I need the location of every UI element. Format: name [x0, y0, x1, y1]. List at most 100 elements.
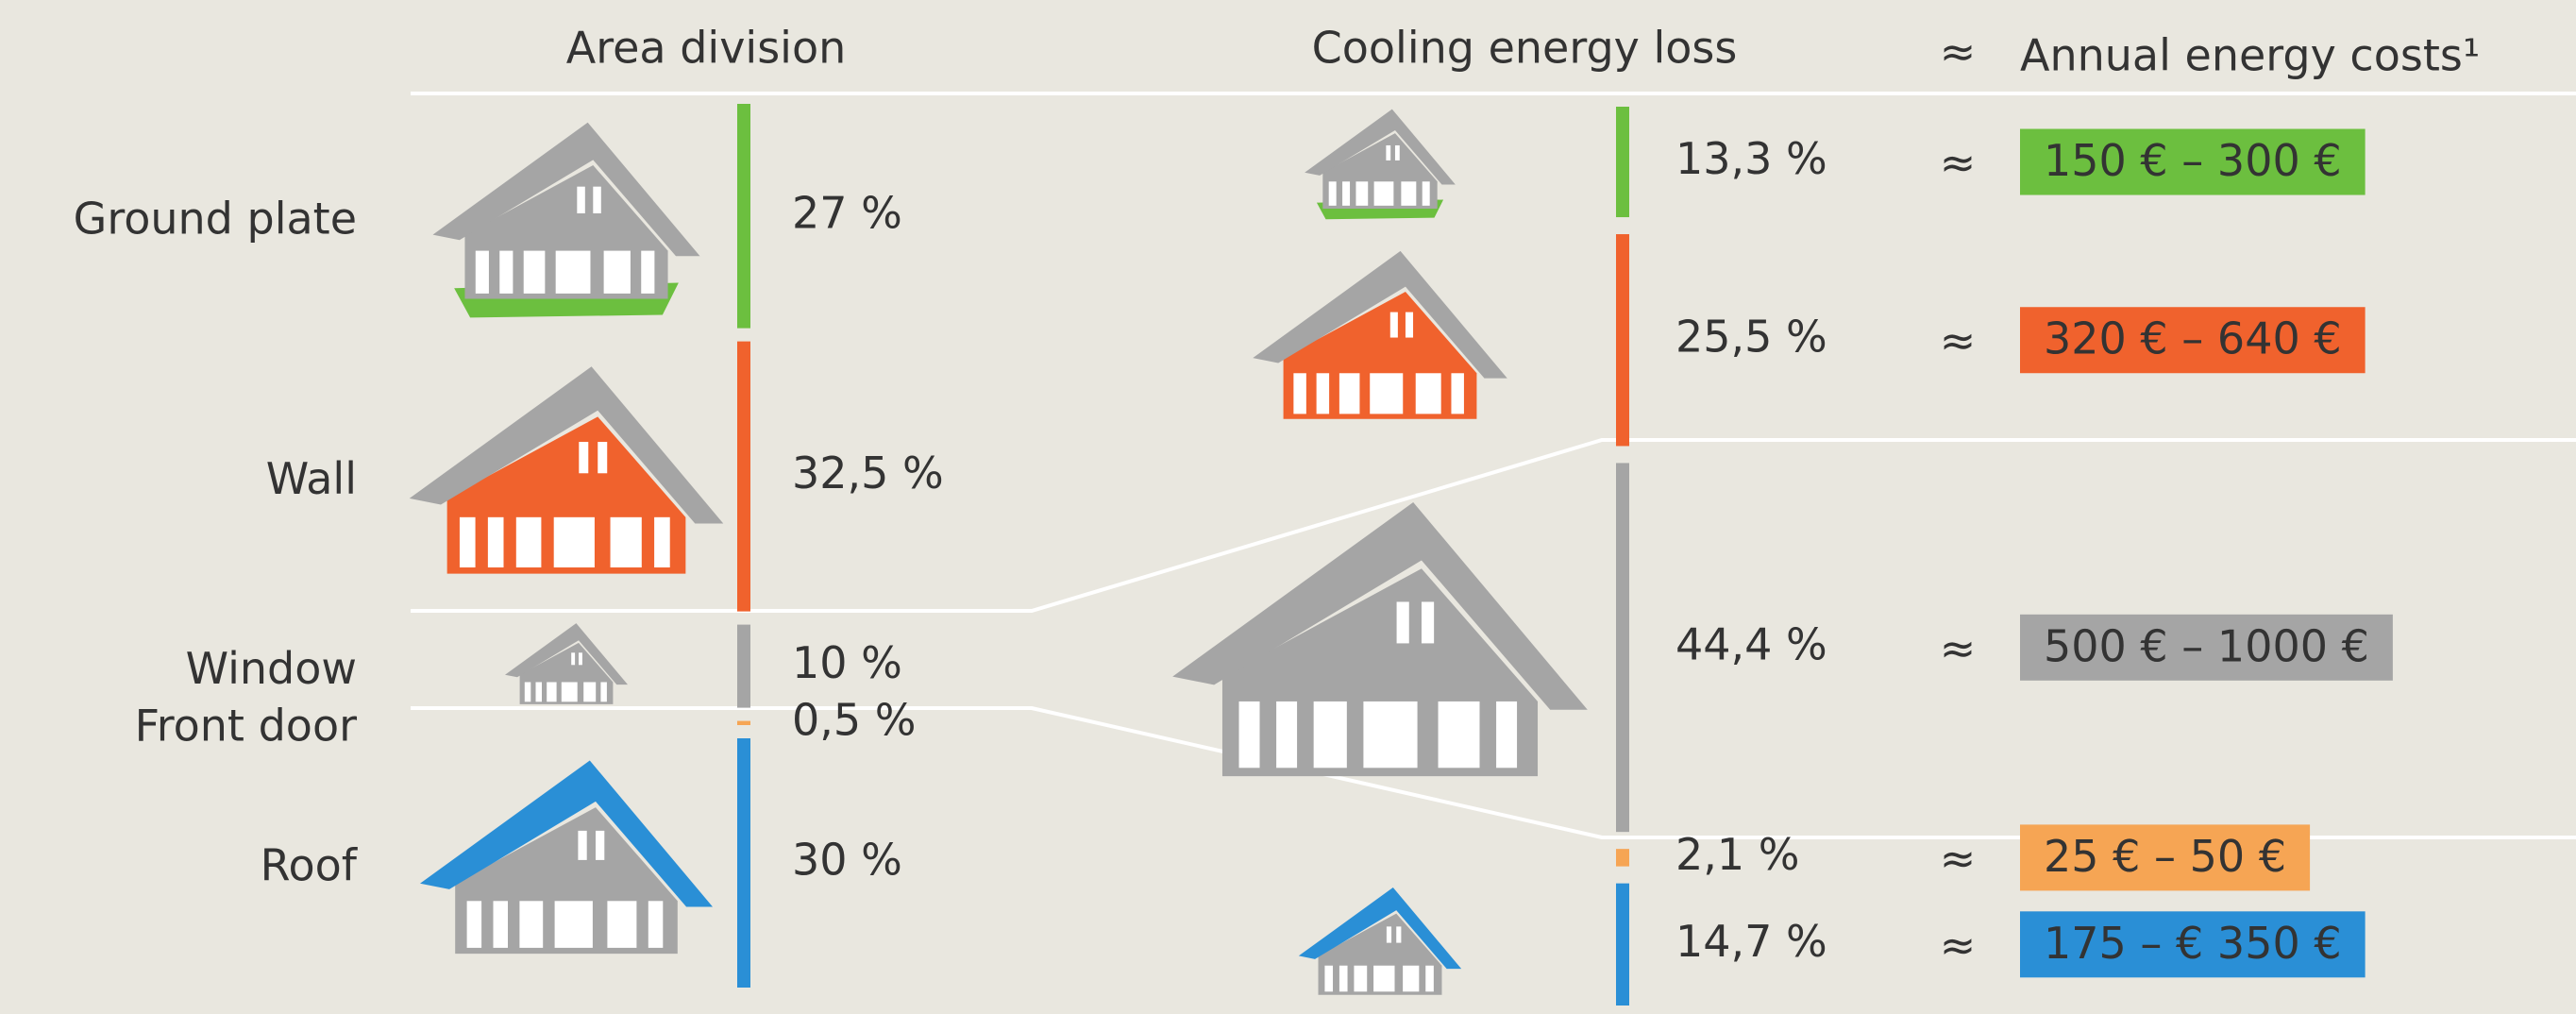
cost-label: 500 € – 1000 €: [2044, 620, 2369, 671]
house-window: [555, 901, 593, 948]
house-window: [598, 442, 607, 473]
house-window: [1314, 701, 1347, 768]
house-window: [494, 901, 509, 948]
house-window: [547, 683, 556, 702]
house-window: [1373, 966, 1394, 992]
loss-label: 25,5 %: [1675, 312, 1827, 363]
house-window: [519, 901, 543, 948]
house-window: [1387, 926, 1391, 942]
header-costs: Annual energy costs¹: [2020, 30, 2480, 81]
house-window: [1403, 966, 1419, 992]
house-window: [641, 251, 654, 294]
cost-label: 25 € – 50 €: [2044, 831, 2286, 882]
loss-label: 2,1 %: [1675, 829, 1800, 880]
approx-sign: ≈: [1940, 920, 1977, 971]
house-window: [577, 187, 584, 213]
house-window: [1354, 966, 1367, 992]
house-window: [611, 517, 642, 567]
loss-label: 14,7 %: [1675, 916, 1827, 967]
row-label: Roof: [261, 840, 359, 891]
house-window: [1396, 926, 1401, 942]
loss-bar: [1616, 234, 1629, 446]
house-window: [596, 831, 604, 860]
house-window: [1397, 601, 1409, 643]
house-window: [467, 901, 482, 948]
house-window: [1339, 966, 1348, 992]
row-label: Ground plate: [74, 193, 357, 244]
house-window: [476, 251, 489, 294]
house-window: [1395, 145, 1400, 161]
loss-label: 13,3 %: [1675, 133, 1827, 184]
house-window: [536, 683, 543, 702]
area-bar: [737, 721, 750, 725]
approx-sign: ≈: [1940, 137, 1977, 188]
header-loss: Cooling energy loss: [1312, 23, 1738, 74]
house-window: [1293, 373, 1305, 414]
loss-bar: [1616, 107, 1629, 217]
loss-bar: [1616, 849, 1629, 866]
house-window: [1276, 701, 1297, 768]
area-bar: [737, 738, 750, 988]
cost-label: 150 € – 300 €: [2044, 135, 2342, 186]
house-window: [571, 652, 575, 665]
cost-label: 320 € – 640 €: [2044, 313, 2342, 364]
house-window: [1329, 181, 1337, 206]
house-window: [579, 652, 582, 665]
area-label: 0,5 %: [792, 694, 917, 745]
area-bar: [737, 625, 750, 708]
house-window: [488, 517, 504, 567]
house-window: [1425, 966, 1434, 992]
house-window: [556, 251, 591, 294]
row-label: Front door: [135, 700, 357, 751]
house-window: [648, 901, 664, 948]
house-window: [1317, 373, 1329, 414]
house-window: [583, 683, 596, 702]
house-window: [1390, 313, 1398, 338]
row-label: Wall: [266, 453, 357, 504]
area-label: 10 %: [792, 637, 902, 688]
house-window: [1324, 966, 1333, 992]
house-window: [604, 251, 631, 294]
house-window: [1439, 701, 1480, 768]
house-window: [579, 442, 588, 473]
approx-sign: ≈: [1940, 315, 1977, 366]
area-bar: [737, 104, 750, 329]
house-window: [593, 187, 600, 213]
house-window: [1496, 701, 1517, 768]
house-window: [516, 517, 542, 567]
area-label: 27 %: [792, 187, 902, 238]
house-window: [607, 901, 636, 948]
row-label: Window: [186, 643, 357, 694]
house-window: [1339, 373, 1360, 414]
house-window: [554, 517, 595, 567]
house-window: [1422, 601, 1434, 643]
house-window: [525, 683, 531, 702]
house-window: [499, 251, 513, 294]
house-window: [600, 683, 607, 702]
house-window: [1386, 145, 1390, 161]
house-window: [1423, 181, 1430, 206]
loss-label: 44,4 %: [1675, 618, 1827, 669]
house-window: [460, 517, 476, 567]
house-window: [562, 683, 578, 702]
house-window: [1416, 373, 1441, 414]
area-label: 30 %: [792, 835, 902, 886]
house-window: [1239, 701, 1260, 768]
house-window: [1374, 181, 1394, 206]
area-bar: [737, 342, 750, 612]
approx-sign: ≈: [1940, 833, 1977, 884]
house-window: [524, 251, 546, 294]
house-window: [578, 831, 586, 860]
house-window: [654, 517, 670, 567]
house-window: [1370, 373, 1403, 414]
approx-sign: ≈: [1940, 622, 1977, 673]
loss-bar: [1616, 463, 1629, 832]
house-window: [1342, 181, 1350, 206]
house-window: [1355, 181, 1368, 206]
area-label: 32,5 %: [792, 448, 944, 499]
header-area: Area division: [566, 23, 847, 74]
header-approx: ≈: [1940, 26, 1977, 77]
infographic: Area division Cooling energy loss ≈ Annu…: [0, 0, 2576, 1014]
cost-label: 175 – € 350 €: [2044, 918, 2342, 969]
house-window: [1363, 701, 1417, 768]
